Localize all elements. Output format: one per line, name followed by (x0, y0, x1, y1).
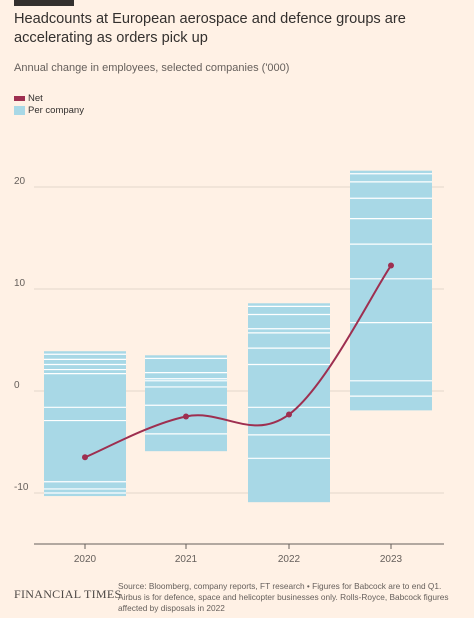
y-tick-label: 20 (14, 176, 26, 187)
chart-title: Headcounts at European aerospace and def… (14, 11, 406, 46)
y-tick-label: 10 (14, 278, 26, 289)
net-point (286, 411, 292, 418)
per-company-bar (145, 355, 227, 452)
per-company-bar (44, 351, 126, 497)
legend-label-net: Net (28, 92, 43, 104)
net-point (388, 262, 394, 269)
legend-swatch-per-company (14, 105, 25, 115)
per-company-bar (248, 303, 330, 503)
chart-subtitle: Annual change in employees, selected com… (14, 62, 290, 74)
net-point (183, 413, 189, 420)
legend: Net Per company (14, 92, 84, 116)
x-tick-label: 2022 (278, 554, 301, 565)
legend-item-net: Net (14, 92, 84, 104)
legend-item-per-company: Per company (14, 104, 84, 116)
x-tick-label: 2020 (74, 554, 97, 565)
legend-swatch-net (14, 95, 25, 101)
net-point (82, 454, 88, 461)
ft-logo: FINANCIAL TIMES (14, 587, 122, 601)
y-tick-label: 0 (14, 380, 20, 391)
source-note: Source: Bloomberg, company reports, FT r… (118, 581, 449, 613)
x-tick-label: 2023 (380, 554, 403, 565)
legend-label-per-company: Per company (28, 104, 84, 116)
net-line (84, 264, 392, 459)
x-tick-label: 2021 (175, 554, 198, 565)
per-company-bar (350, 170, 432, 411)
top-rule (14, 0, 74, 6)
y-tick-label: -10 (14, 482, 29, 493)
